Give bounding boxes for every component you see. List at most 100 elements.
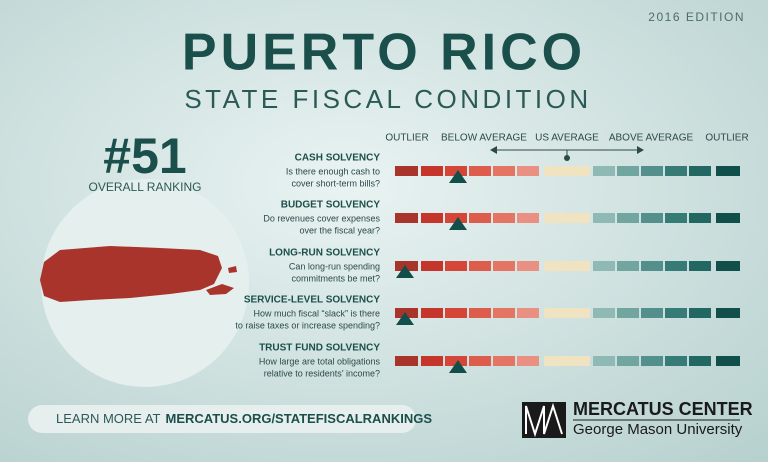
scale-segment bbox=[517, 356, 539, 366]
scale-segment bbox=[665, 356, 687, 366]
scale-segment bbox=[445, 356, 467, 366]
scale-segment bbox=[395, 261, 418, 271]
logo: MERCATUS CENTER George Mason University bbox=[522, 399, 753, 438]
position-marker bbox=[449, 217, 467, 230]
scale-segment bbox=[469, 166, 491, 176]
indicator-title: BUDGET SOLVENCY bbox=[281, 200, 381, 211]
indicator-description: relative to residents’ income? bbox=[264, 368, 380, 378]
scale-segment bbox=[641, 261, 663, 271]
scale-segment bbox=[617, 261, 639, 271]
scale-segment bbox=[641, 356, 663, 366]
scale-label: US AVERAGE bbox=[535, 133, 599, 144]
indicator-description: commitments be met? bbox=[291, 273, 380, 283]
scale-label: BELOW AVERAGE bbox=[441, 133, 527, 144]
scale-segment bbox=[593, 213, 615, 223]
indicator-description: Do revenues cover expenses bbox=[263, 213, 380, 223]
indicator-title: TRUST FUND SOLVENCY bbox=[259, 343, 380, 354]
scale-segment bbox=[445, 213, 467, 223]
scale-segment bbox=[445, 308, 467, 318]
scale-segment bbox=[493, 213, 515, 223]
scale-segment bbox=[665, 308, 687, 318]
scale-segment bbox=[395, 308, 418, 318]
scale-segment bbox=[517, 213, 539, 223]
title: PUERTO RICO bbox=[182, 24, 586, 82]
scale-segment bbox=[716, 356, 740, 366]
scale-segment bbox=[544, 213, 590, 223]
scale-segment bbox=[689, 166, 711, 176]
scale-header bbox=[490, 146, 644, 161]
position-marker bbox=[396, 312, 414, 325]
footer-prefix: LEARN MORE AT bbox=[56, 411, 161, 426]
map-island bbox=[206, 284, 234, 295]
scale-segment bbox=[716, 166, 740, 176]
indicator-title: CASH SOLVENCY bbox=[295, 153, 381, 164]
us-average-dot bbox=[564, 155, 570, 161]
scale-segment bbox=[641, 166, 663, 176]
position-marker bbox=[396, 265, 414, 278]
scale-segment bbox=[689, 356, 711, 366]
scale-segment bbox=[395, 356, 418, 366]
footer-pill bbox=[28, 405, 416, 433]
scale-segment bbox=[593, 166, 615, 176]
scale-segment bbox=[689, 308, 711, 318]
scale-segment bbox=[544, 261, 590, 271]
scale-segment bbox=[593, 356, 615, 366]
scale-label: OUTLIER bbox=[385, 133, 428, 144]
scale-segment bbox=[469, 261, 491, 271]
scale-segment bbox=[421, 308, 443, 318]
scale-segment bbox=[395, 213, 418, 223]
indicator-description: How large are total obligations bbox=[259, 356, 381, 366]
scale-segment bbox=[617, 308, 639, 318]
indicator-title: LONG-RUN SOLVENCY bbox=[269, 248, 380, 259]
scale-segment bbox=[716, 213, 740, 223]
indicator-description: How much fiscal “slack” is there bbox=[253, 308, 380, 318]
scale-segment bbox=[665, 166, 687, 176]
map-island bbox=[228, 266, 237, 273]
indicator-description: over the fiscal year? bbox=[299, 225, 380, 235]
indicator-title: SERVICE-LEVEL SOLVENCY bbox=[244, 295, 380, 306]
logo-lines bbox=[525, 402, 563, 438]
scale-segment bbox=[544, 166, 590, 176]
scale-segment bbox=[493, 261, 515, 271]
scale-segment bbox=[617, 356, 639, 366]
indicator-description: Is there enough cash to bbox=[286, 166, 380, 176]
scale-segment bbox=[421, 213, 443, 223]
scale-segment bbox=[689, 213, 711, 223]
scale-segment bbox=[421, 261, 443, 271]
scale-label: ABOVE AVERAGE bbox=[609, 133, 694, 144]
indicator-description: Can long-run spending bbox=[289, 261, 380, 271]
scale-segment bbox=[421, 356, 443, 366]
scale-segment bbox=[517, 308, 539, 318]
scale-segment bbox=[493, 166, 515, 176]
scale-segment bbox=[689, 261, 711, 271]
scale-segment bbox=[517, 261, 539, 271]
scale-segment bbox=[445, 166, 467, 176]
scale-segment bbox=[469, 308, 491, 318]
rank: #51 bbox=[103, 128, 186, 184]
scale-segment bbox=[469, 356, 491, 366]
map bbox=[40, 246, 222, 302]
footer-link[interactable]: MERCATUS.ORG/STATEFISCALRANKINGS bbox=[166, 411, 433, 426]
scale-segment bbox=[544, 356, 590, 366]
scale-label: OUTLIER bbox=[705, 133, 748, 144]
indicator-description: to raise taxes or increase spending? bbox=[235, 320, 380, 330]
scale-segment bbox=[716, 261, 740, 271]
position-marker bbox=[449, 170, 467, 183]
scale-segment bbox=[469, 213, 491, 223]
subtitle: STATE FISCAL CONDITION bbox=[184, 84, 591, 114]
scale-segment bbox=[593, 261, 615, 271]
scale-segment bbox=[665, 213, 687, 223]
indicator-description: cover short-term bills? bbox=[291, 178, 380, 188]
logo-name: MERCATUS CENTER bbox=[573, 399, 753, 419]
scale-segment bbox=[641, 308, 663, 318]
scale-segment bbox=[593, 308, 615, 318]
scale-segment bbox=[665, 261, 687, 271]
position-marker bbox=[449, 360, 467, 373]
scale-segment bbox=[395, 166, 418, 176]
footer-text: LEARN MORE AT MERCATUS.ORG/STATEFISCALRAN… bbox=[56, 411, 432, 426]
scale-segment bbox=[641, 213, 663, 223]
scale-segment bbox=[421, 166, 443, 176]
rank-label: OVERALL RANKING bbox=[89, 180, 202, 194]
edition: 2016 EDITION bbox=[648, 10, 745, 24]
